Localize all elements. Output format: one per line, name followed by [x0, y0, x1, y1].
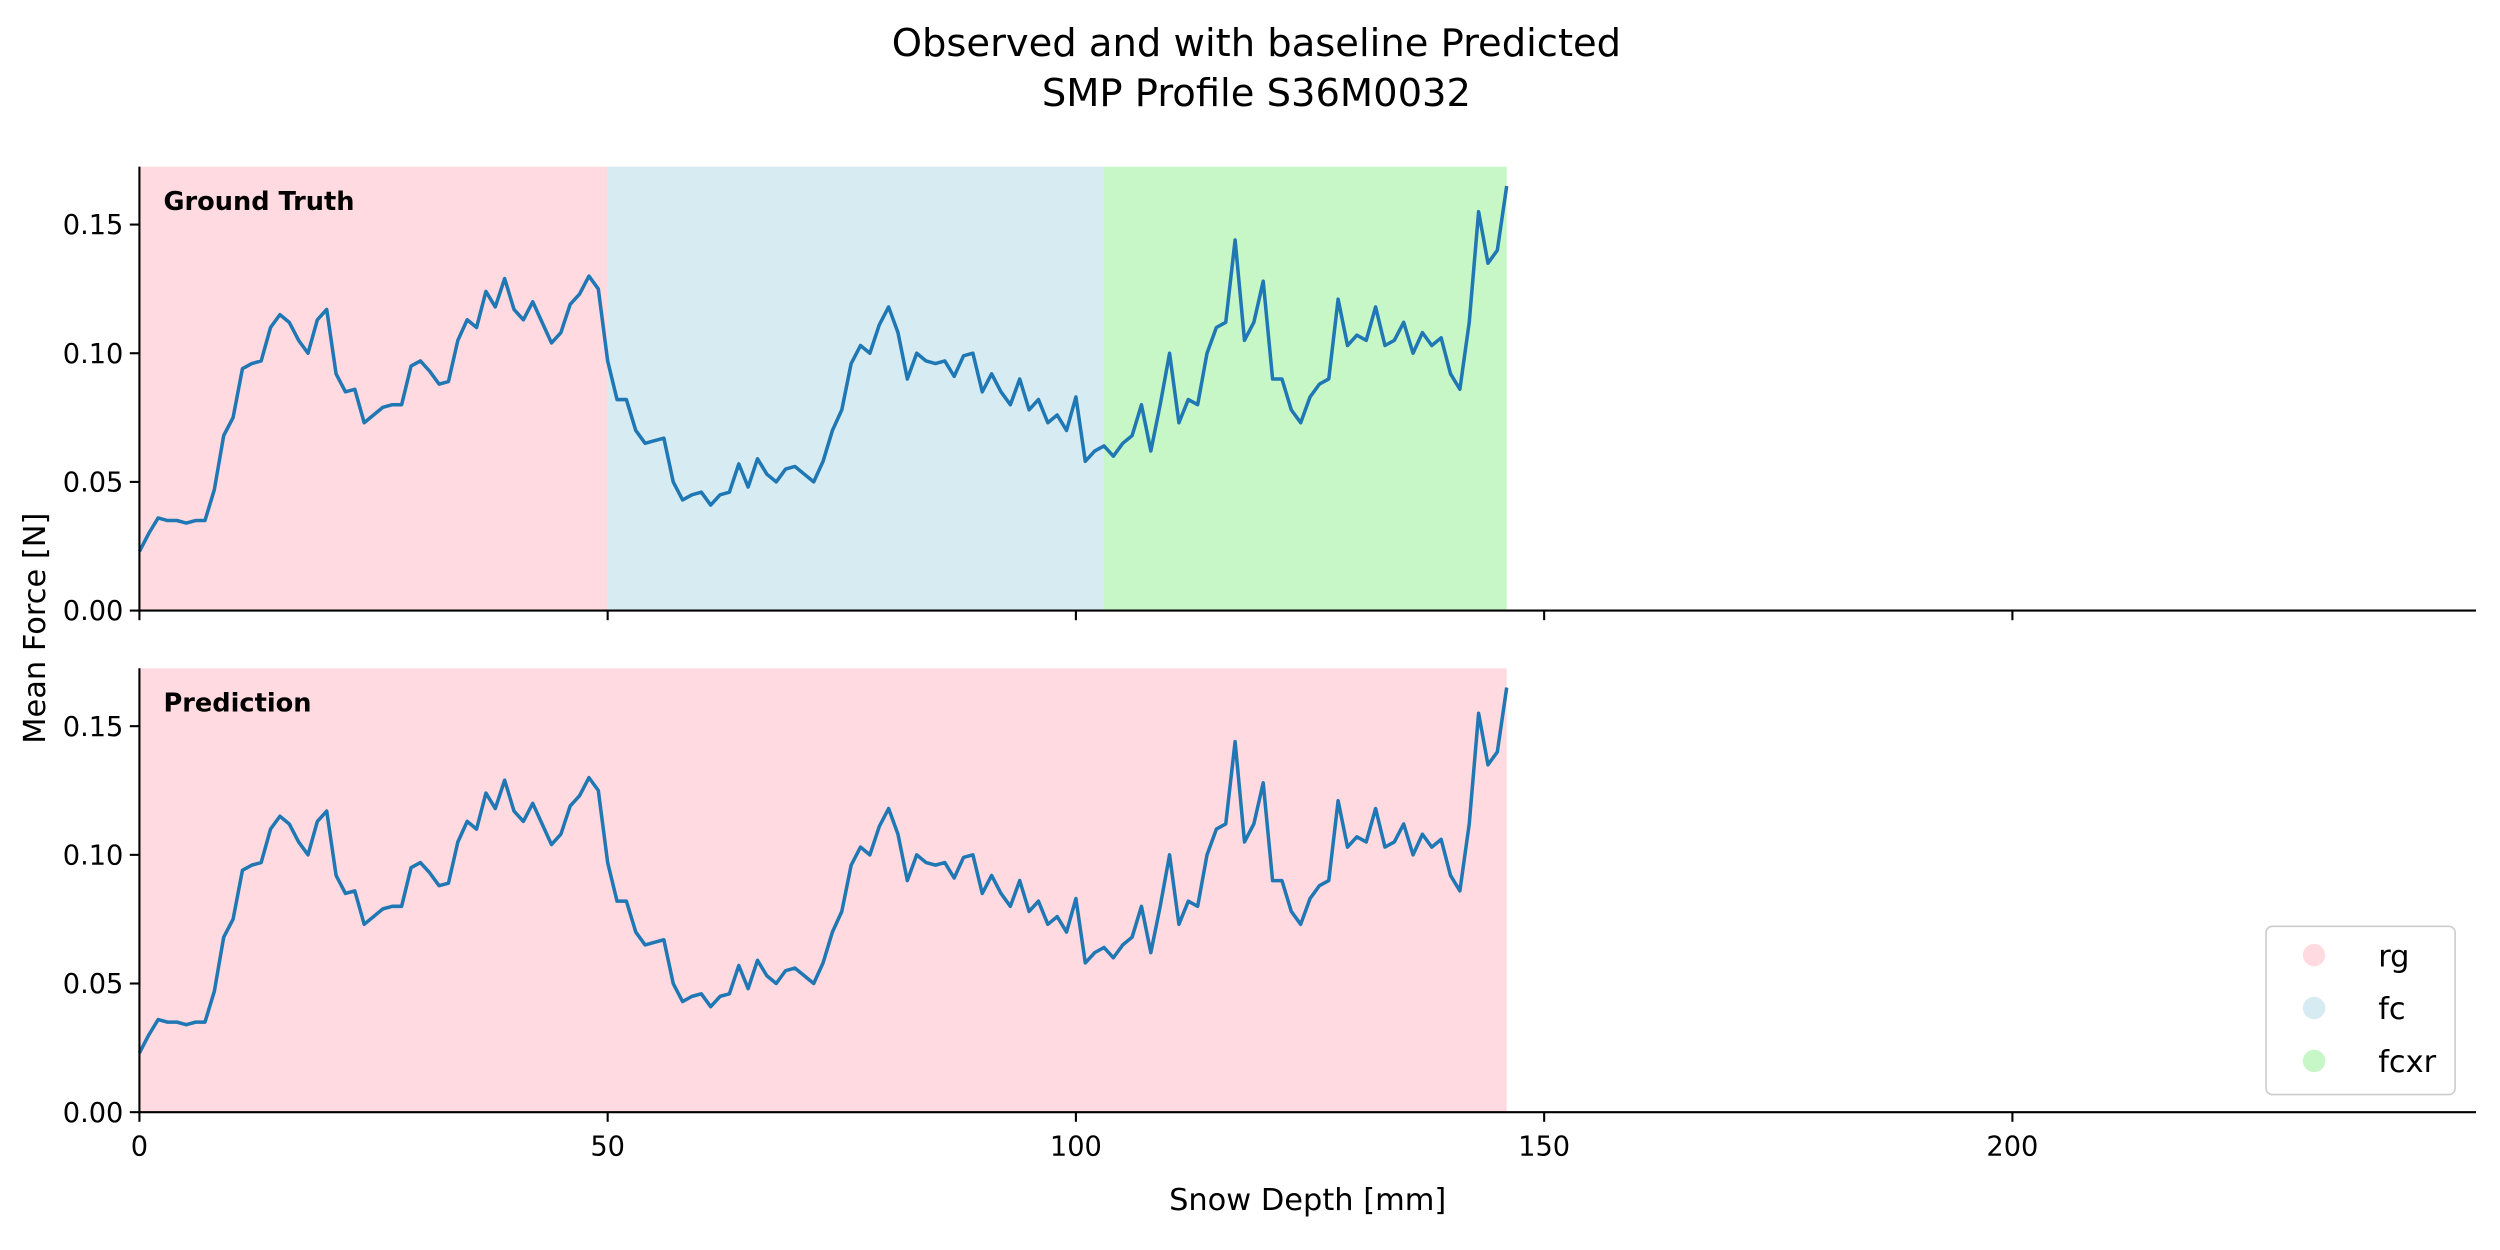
y-tick-label: 0.05: [63, 969, 124, 1000]
panel-label: Prediction: [163, 689, 311, 719]
class-region: [139, 166, 608, 611]
legend-label: fc: [2378, 992, 2405, 1027]
panel: 0.00 0.05 0.10 0.15 0 50 100 150 200 Prediction: [63, 668, 2476, 1162]
x-tick-label: 0: [131, 1131, 148, 1162]
class-region: [139, 668, 1507, 1113]
class-region: [1104, 166, 1507, 611]
legend-marker: [2302, 943, 2326, 967]
x-tick-label: 200: [1986, 1131, 2038, 1162]
y-tick-label: 0.00: [63, 1098, 124, 1129]
legend-label: rg: [2378, 939, 2409, 974]
y-tick-label: 0.15: [63, 712, 124, 743]
legend-marker: [2302, 996, 2326, 1020]
y-tick-label: 0.00: [63, 596, 124, 627]
legend: rg fc fcxr: [2265, 925, 2456, 1096]
class-region: [607, 166, 1105, 611]
chart-title: Observed and with baseline Predicted: [892, 21, 1621, 66]
y-tick-label: 0.15: [63, 210, 124, 241]
y-tick-label: 0.10: [63, 840, 124, 871]
data-line: [137, 687, 1509, 1054]
panel-label: Ground Truth: [163, 187, 354, 217]
y-tick-label: 0.05: [63, 468, 124, 499]
panel: 0.00 0.05 0.10 0.15 Ground Truth: [63, 166, 2476, 627]
x-tick-label: 150: [1518, 1131, 1570, 1162]
legend-label: fcxr: [2378, 1045, 2436, 1080]
chart-title: SMP Profile S36M0032: [1042, 71, 1471, 116]
x-tick-label: 100: [1050, 1131, 1102, 1162]
legend-marker: [2302, 1049, 2326, 1073]
y-tick-label: 0.10: [63, 339, 124, 370]
x-tick-label: 50: [590, 1131, 625, 1162]
data-line: [137, 185, 1509, 553]
x-axis-label: Snow Depth [mm]: [1169, 1183, 1446, 1218]
y-axis-label: Mean Force [N]: [18, 513, 53, 744]
